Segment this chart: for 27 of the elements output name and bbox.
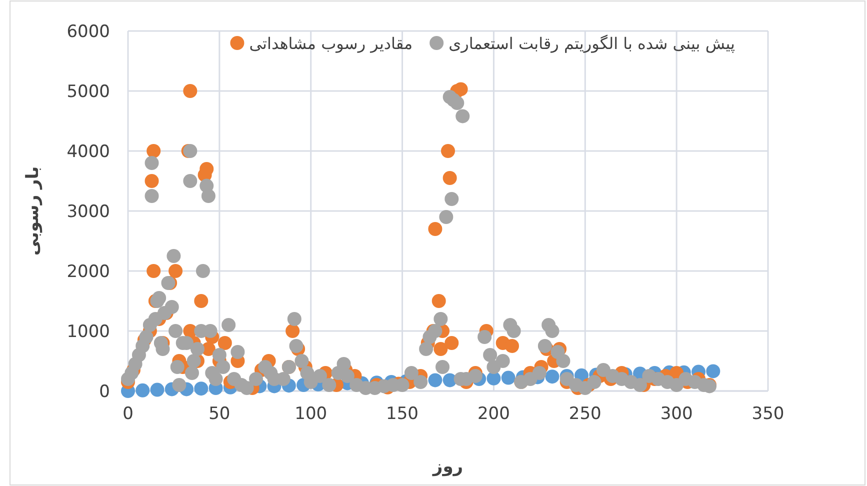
point <box>501 370 516 385</box>
x-axis-title: روز <box>432 457 464 477</box>
legend-label: مقادیر رسوب مشاهداتی <box>249 34 413 53</box>
y-tick-label: 3000 <box>66 202 110 222</box>
legend-label: پیش بینی شده با الگوریتم رقابت استعماری <box>448 34 735 53</box>
point <box>150 382 164 397</box>
x-tick-label: 0 <box>122 404 134 424</box>
y-tick-label: 2000 <box>66 262 110 282</box>
point <box>706 364 720 378</box>
y-axis-title: بار رسوبی <box>23 166 43 256</box>
y-tick-label: 0 <box>99 382 110 402</box>
point <box>136 383 150 398</box>
point <box>428 373 442 388</box>
x-tick-label: 150 <box>386 404 419 424</box>
x-tick-label: 200 <box>477 404 510 424</box>
point <box>545 370 560 384</box>
x-tick-label: 100 <box>294 404 328 424</box>
x-tick-label: 350 <box>752 404 784 424</box>
x-tick-label: 300 <box>660 404 693 424</box>
y-tick-label: 1000 <box>66 322 110 342</box>
x-tick-label: 50 <box>208 404 230 424</box>
y-tick-label: 4000 <box>66 142 110 162</box>
point <box>194 382 208 396</box>
y-tick-label: 6000 <box>66 22 110 42</box>
x-tick-label: 250 <box>568 404 602 424</box>
y-tick-label: 5000 <box>66 82 110 102</box>
point <box>486 371 501 386</box>
